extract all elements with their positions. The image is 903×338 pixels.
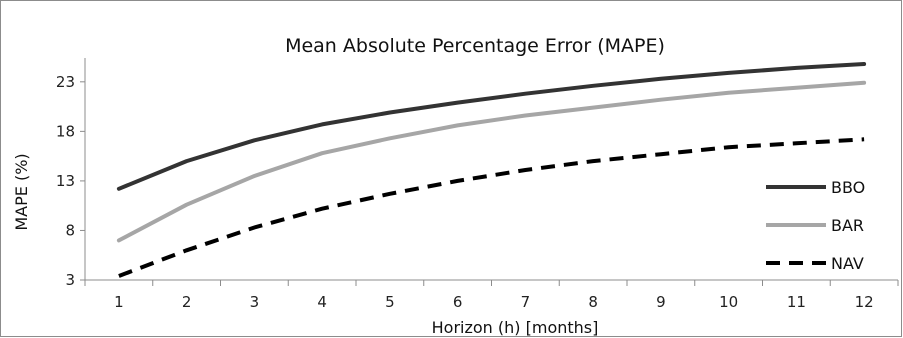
series-line-bar bbox=[116, 80, 867, 243]
legend: BBO BAR NAV bbox=[766, 178, 865, 273]
y-axis-title: MAPE (%) bbox=[12, 153, 31, 230]
series-line-bbo bbox=[116, 62, 867, 191]
x-tick-label: 9 bbox=[656, 293, 666, 311]
x-tick-label: 12 bbox=[855, 293, 874, 311]
chart-title: Mean Absolute Percentage Error (MAPE) bbox=[285, 35, 665, 57]
y-tick-label: 23 bbox=[56, 73, 75, 91]
x-tick-label: 6 bbox=[453, 293, 463, 311]
series-layer bbox=[116, 62, 867, 278]
x-tick-label: 7 bbox=[521, 293, 531, 311]
x-tick-label: 5 bbox=[385, 293, 395, 311]
x-tick-label: 2 bbox=[182, 293, 192, 311]
x-tick-label: 3 bbox=[250, 293, 260, 311]
y-tick-label: 8 bbox=[65, 221, 75, 239]
x-axis-title: Horizon (h) [months] bbox=[432, 318, 599, 337]
y-tick-label: 13 bbox=[56, 172, 75, 190]
legend-label-bbo: BBO bbox=[831, 178, 865, 197]
legend-label-nav: NAV bbox=[831, 254, 864, 273]
legend-label-bar: BAR bbox=[831, 216, 864, 235]
x-tick-label: 10 bbox=[719, 293, 738, 311]
y-tick-label: 3 bbox=[65, 271, 75, 289]
x-tick-label: 11 bbox=[787, 293, 806, 311]
x-tick-label: 8 bbox=[588, 293, 598, 311]
y-tick-label: 18 bbox=[56, 122, 75, 140]
x-tick-label: 4 bbox=[317, 293, 327, 311]
x-tick-label: 1 bbox=[114, 293, 124, 311]
